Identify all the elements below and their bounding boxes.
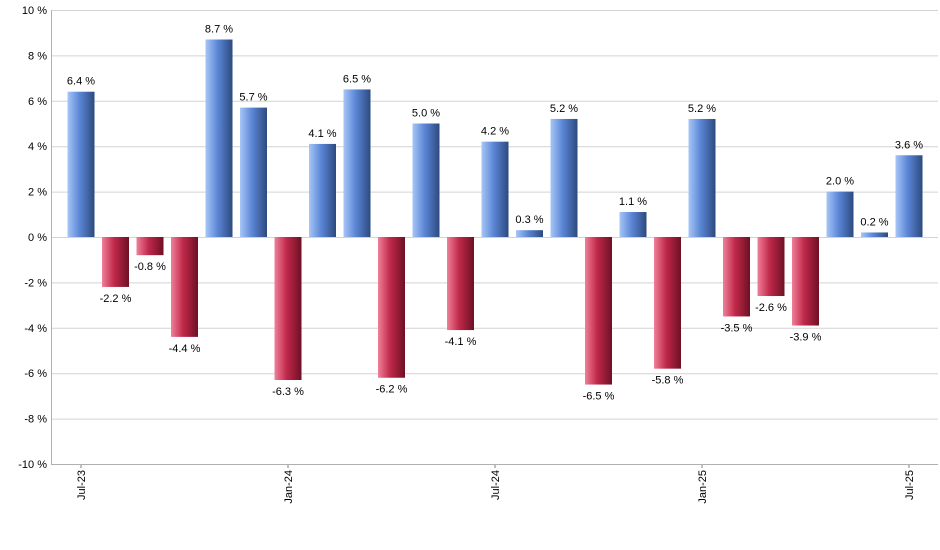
bar bbox=[67, 91, 95, 237]
data-labels: 6.4 % -2.2 % -0.8 % -4.4 % 8.7 % 5.7 % -6.3 % 4… bbox=[67, 24, 923, 403]
data-label: -6.3 % bbox=[272, 386, 304, 398]
bar bbox=[171, 237, 198, 337]
data-label: 4.1 % bbox=[308, 128, 336, 140]
bar bbox=[516, 230, 543, 237]
y-axis-ticks: -10 % -8 % -6 % -4 % -2 % 0 % 2 % 4 % 6 % 8 % 10 % bbox=[18, 5, 47, 471]
data-label: 0.3 % bbox=[515, 214, 543, 226]
y-tick-label: 0 % bbox=[28, 232, 47, 244]
data-label: 4.2 % bbox=[481, 126, 509, 138]
bar bbox=[550, 118, 578, 237]
y-tick-label: 2 % bbox=[28, 187, 47, 199]
bar bbox=[861, 232, 888, 237]
data-label: 5.2 % bbox=[688, 103, 716, 115]
y-tick-label: 6 % bbox=[28, 96, 47, 108]
grid bbox=[51, 10, 938, 465]
x-tick-label: Jul-24 bbox=[490, 470, 502, 500]
bar bbox=[619, 212, 647, 237]
data-label: -5.8 % bbox=[652, 375, 684, 387]
bar bbox=[585, 237, 612, 385]
data-label: 6.5 % bbox=[343, 73, 371, 85]
data-label: -3.5 % bbox=[721, 322, 753, 334]
y-tick-label: -4 % bbox=[24, 323, 47, 335]
data-label: -6.2 % bbox=[376, 384, 408, 396]
bar bbox=[309, 143, 336, 237]
y-tick-label: -2 % bbox=[24, 277, 47, 289]
data-label: 2.0 % bbox=[826, 176, 854, 188]
y-tick-label: -10 % bbox=[18, 459, 47, 471]
y-tick-label: -6 % bbox=[24, 368, 47, 380]
data-label: -4.1 % bbox=[445, 336, 477, 348]
bar bbox=[240, 107, 267, 237]
axes bbox=[51, 10, 938, 465]
y-tick-label: 8 % bbox=[28, 50, 47, 62]
bar bbox=[757, 237, 785, 297]
bar bbox=[792, 237, 819, 326]
data-label: 0.2 % bbox=[860, 216, 888, 228]
data-label: 5.2 % bbox=[550, 103, 578, 115]
data-label: -2.6 % bbox=[755, 302, 787, 314]
bar bbox=[654, 237, 681, 369]
bar bbox=[136, 237, 164, 256]
data-label: 5.0 % bbox=[412, 108, 440, 120]
x-axis-ticks: Jul-23 Jan-24 Jul-24 Jan-25 Jul-25 bbox=[76, 464, 916, 504]
bar bbox=[412, 123, 440, 237]
y-tick-label: -8 % bbox=[24, 414, 47, 426]
bar bbox=[826, 191, 854, 237]
bar bbox=[343, 89, 371, 237]
data-label: 5.7 % bbox=[239, 92, 267, 104]
data-label: -6.5 % bbox=[583, 391, 615, 403]
data-label: -3.9 % bbox=[790, 332, 822, 344]
bar bbox=[378, 237, 405, 378]
y-tick-label: 4 % bbox=[28, 141, 47, 153]
bar bbox=[102, 237, 129, 287]
bar bbox=[447, 237, 474, 331]
x-tick-label: Jan-24 bbox=[283, 470, 295, 504]
data-label: -4.4 % bbox=[169, 343, 201, 355]
bar bbox=[481, 141, 509, 237]
bar bbox=[688, 118, 716, 237]
bar bbox=[895, 155, 923, 237]
data-label: -2.2 % bbox=[100, 293, 132, 305]
data-label: 6.4 % bbox=[67, 76, 95, 88]
data-label: 3.6 % bbox=[895, 139, 923, 151]
bar bbox=[274, 237, 302, 381]
x-tick-label: Jul-25 bbox=[904, 470, 916, 500]
x-tick-label: Jul-23 bbox=[76, 470, 88, 500]
data-label: 8.7 % bbox=[205, 24, 233, 36]
bar bbox=[723, 237, 750, 317]
bar bbox=[205, 39, 233, 238]
data-label: 1.1 % bbox=[619, 196, 647, 208]
y-tick-label: 10 % bbox=[22, 5, 47, 17]
x-tick-label: Jan-25 bbox=[697, 470, 709, 504]
bars bbox=[67, 39, 923, 385]
data-label: -0.8 % bbox=[134, 261, 166, 273]
